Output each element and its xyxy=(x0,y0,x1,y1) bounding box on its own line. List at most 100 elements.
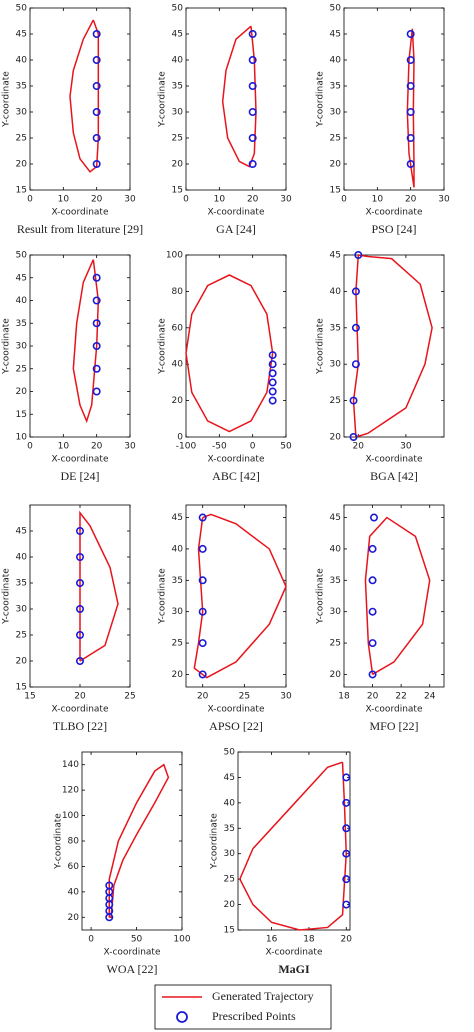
y-axis-label: Y-coordinate xyxy=(2,568,12,625)
subplot: 0 20 40 60 80 100 -100 -50 0 50 X-coordinate Y-coor… xyxy=(158,251,292,483)
y-tick-label: 80 xyxy=(68,837,80,847)
prescribed-point xyxy=(268,387,277,396)
prescribed-point xyxy=(268,369,277,378)
y-tick-label: 15 xyxy=(224,926,235,936)
x-axis-label: X-coordinate xyxy=(208,455,265,465)
prescribed-point xyxy=(76,604,85,613)
y-tick-label: 40 xyxy=(16,56,28,66)
y-axis-label: Y-coordinate xyxy=(210,813,220,870)
y-tick-label: 20 xyxy=(172,160,184,170)
legend-label: Prescribed Points xyxy=(212,1009,296,1023)
y-tick-label: 20 xyxy=(68,913,80,923)
y-axis-label: Y-coordinate xyxy=(316,318,326,375)
y-tick-label: 40 xyxy=(224,798,236,808)
caption: BGA [42] xyxy=(370,469,418,483)
y-tick-label: 20 xyxy=(224,900,236,910)
y-tick-label: 20 xyxy=(16,160,28,170)
y-tick-label: 20 xyxy=(330,433,342,443)
y-tick-label: 40 xyxy=(172,544,184,554)
prescribed-point xyxy=(369,513,378,522)
x-axis-label: X-coordinate xyxy=(208,208,265,218)
y-tick-label: 35 xyxy=(330,82,341,92)
trajectory xyxy=(352,254,433,438)
y-tick-label: 35 xyxy=(16,579,27,589)
prescribed-point xyxy=(92,296,101,305)
prescribed-point xyxy=(342,900,351,909)
prescribed-point xyxy=(406,55,415,64)
prescribed-point xyxy=(92,55,101,64)
subplot: 20 25 30 35 40 45 18 20 22 24X-coordinate Y-coordi… xyxy=(316,504,445,733)
y-tick-label: 80 xyxy=(172,287,184,297)
y-tick-label: 40 xyxy=(16,553,28,563)
caption: ABC [42] xyxy=(212,469,260,483)
prescribed-point xyxy=(248,55,257,64)
trajectory xyxy=(221,25,257,168)
y-tick-label: 20 xyxy=(172,670,184,680)
y-tick-label: 50 xyxy=(224,748,236,758)
prescribed-point xyxy=(92,82,101,91)
prescribed-point xyxy=(198,639,207,648)
prescribed-point xyxy=(342,798,351,807)
y-tick-label: 15 xyxy=(172,186,183,196)
prescribed-point xyxy=(368,639,377,648)
y-tick-label: 40 xyxy=(330,544,342,554)
x-tick-label: 20 xyxy=(197,692,209,702)
y-tick-label: 40 xyxy=(330,287,342,297)
y-tick-label: 35 xyxy=(172,82,183,92)
x-tick-label: 0 xyxy=(341,195,347,205)
y-tick-label: 40 xyxy=(330,56,342,66)
y-tick-label: 45 xyxy=(224,773,235,783)
x-tick-label: 0 xyxy=(88,935,94,945)
y-tick-label: 20 xyxy=(16,657,28,667)
prescribed-point xyxy=(354,251,363,260)
y-tick-label: 25 xyxy=(16,364,27,374)
y-tick-label: 50 xyxy=(330,4,342,14)
y-tick-label: 20 xyxy=(172,396,184,406)
x-tick-label: -50 xyxy=(212,442,227,452)
prescribed-point xyxy=(92,387,101,396)
y-tick-label: 20 xyxy=(16,387,28,397)
prescribed-point xyxy=(92,319,101,328)
x-axis-label: X-coordinate xyxy=(366,208,423,218)
prescribed-point xyxy=(406,134,415,143)
y-tick-label: 40 xyxy=(172,360,184,370)
subplot: 15 20 25 30 35 40 45 50 16 18 20 X-coordinate Y-coor… xyxy=(210,748,353,976)
axes-frame xyxy=(185,254,287,438)
x-axis-label: X-coordinate xyxy=(208,705,265,715)
x-tick-label: 50 xyxy=(280,442,292,452)
x-tick-label: 20 xyxy=(367,692,379,702)
caption: Result from literature [29] xyxy=(17,222,143,236)
subplot: 20 25 30 35 40 45 20 30 X-coordinate Y-coordinate… xyxy=(316,251,445,483)
x-tick-label: 0 xyxy=(183,195,189,205)
x-tick-label: 0 xyxy=(27,442,33,452)
trajectory xyxy=(72,259,100,424)
y-tick-label: 50 xyxy=(16,251,28,261)
y-tick-label: 100 xyxy=(166,251,183,261)
caption: PSO [24] xyxy=(371,222,416,236)
caption: GA [24] xyxy=(216,222,256,236)
x-tick-label: 25 xyxy=(239,692,250,702)
y-tick-label: 45 xyxy=(330,513,341,523)
prescribed-point xyxy=(76,578,85,587)
prescribed-point xyxy=(268,378,277,387)
y-tick-label: 50 xyxy=(172,4,184,14)
prescribed-point xyxy=(248,82,257,91)
y-tick-label: 30 xyxy=(330,607,342,617)
y-axis-label: Y-coordinate xyxy=(2,71,12,128)
subplot: 15 20 25 30 35 40 45 50 0 10 20 30 X-coordinate Y-coo… xyxy=(2,4,144,236)
x-tick-label: 30 xyxy=(280,692,292,702)
axes-frame xyxy=(185,7,287,191)
caption: MFO [22] xyxy=(369,719,418,733)
y-axis-label: Y-coordinate xyxy=(316,568,326,625)
prescribed-point xyxy=(342,849,351,858)
x-tick-label: 20 xyxy=(247,195,259,205)
prescribed-point xyxy=(349,432,358,441)
y-tick-label: 60 xyxy=(172,323,184,333)
prescribed-point xyxy=(268,396,277,405)
y-tick-label: 15 xyxy=(16,410,27,420)
caption: MaGI xyxy=(278,962,310,976)
y-axis-label: Y-coordinate xyxy=(158,568,168,625)
x-tick-label: 20 xyxy=(91,442,103,452)
y-tick-label: 45 xyxy=(172,30,183,40)
x-tick-label: 30 xyxy=(124,442,136,452)
